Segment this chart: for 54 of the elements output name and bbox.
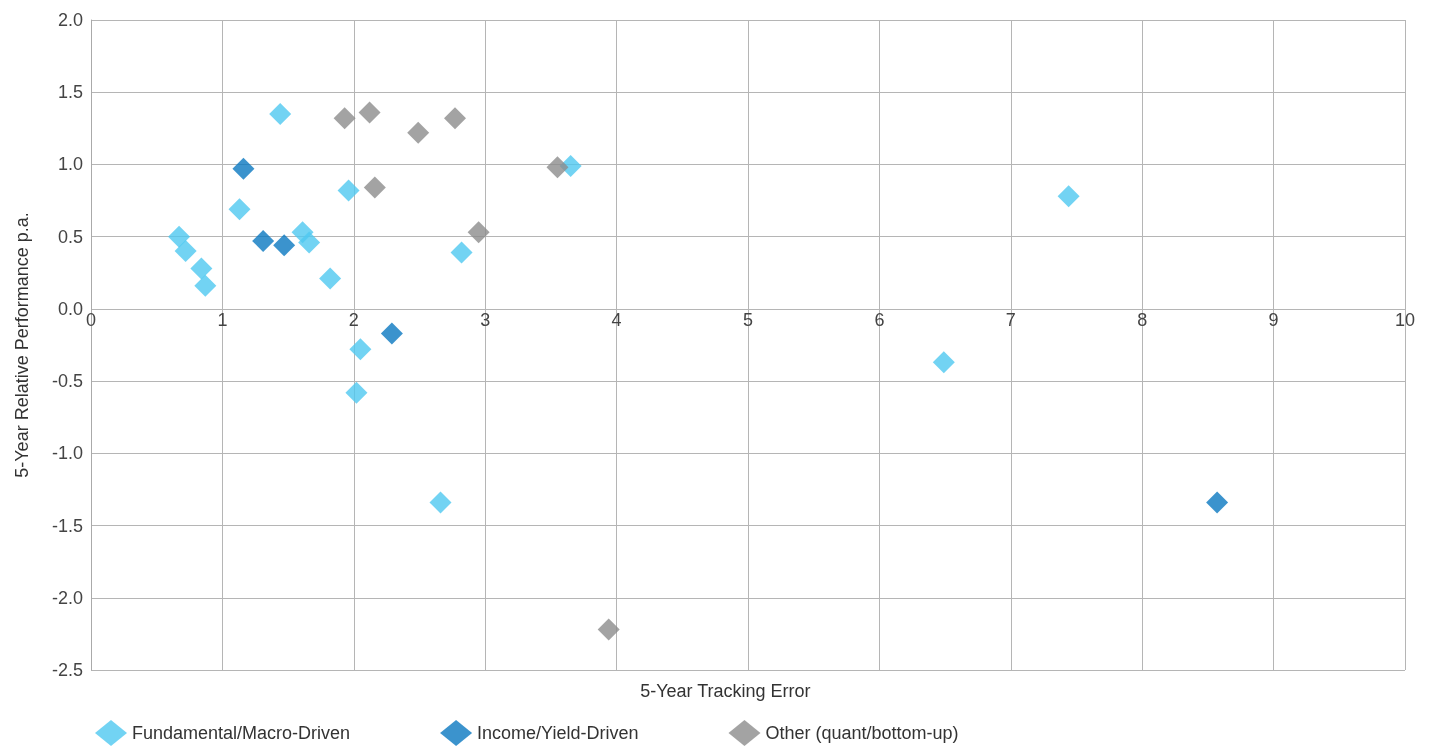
point [1057,185,1080,208]
point [407,121,430,144]
point [429,491,452,514]
y-tick-label: -1.0 [51,443,83,464]
point [1206,491,1229,514]
y-axis-title: 5-Year Relative Performance p.a. [12,212,32,478]
y-tick-label: 1.0 [57,154,83,175]
y-tick-label: -1.5 [51,515,83,536]
y-tick-label: 1.5 [57,82,83,103]
x-tick-label: 10 [1394,309,1416,330]
x-tick-label: 0 [85,309,97,330]
point [337,179,360,202]
point [298,231,321,254]
point [228,198,251,221]
point [269,102,292,125]
point [546,156,569,179]
point [194,274,217,297]
legend-label: Fundamental/Macro-Driven [132,723,351,743]
x-tick-label: 4 [611,309,622,330]
point [443,107,466,130]
point [345,381,368,404]
x-tick-label: 1 [217,309,228,330]
point [467,221,490,244]
point [597,618,620,641]
point [450,241,473,264]
point [319,267,342,290]
point [273,234,296,257]
y-tick-label: -2.0 [51,587,83,608]
x-tick-label: 2 [348,309,359,330]
legend-label: Income/Yield-Driven [477,723,639,743]
point [363,176,386,199]
x-tick-label: 3 [480,309,491,330]
point [252,230,275,252]
x-tick-label: 8 [1137,309,1148,330]
y-tick-label: -2.5 [51,660,83,680]
y-tick-label: 0.5 [57,226,83,247]
point [174,240,197,263]
x-tick-label: 7 [1005,309,1016,330]
point [190,257,213,280]
point [932,351,955,374]
point [168,225,191,248]
y-tick-label: 2.0 [57,10,83,30]
x-axis-title: 5-Year Tracking Error [640,681,811,701]
y-tick-label: 0.0 [57,298,83,319]
point [358,101,381,124]
point [333,107,356,130]
y-tick-label: -0.5 [51,371,83,392]
x-tick-label: 6 [874,309,885,330]
point [232,157,255,180]
point [349,338,372,361]
legend-label: Other (quant/bottom-up) [765,723,959,743]
x-tick-label: 9 [1268,309,1279,330]
x-tick-label: 5 [742,309,754,330]
point [380,322,403,345]
